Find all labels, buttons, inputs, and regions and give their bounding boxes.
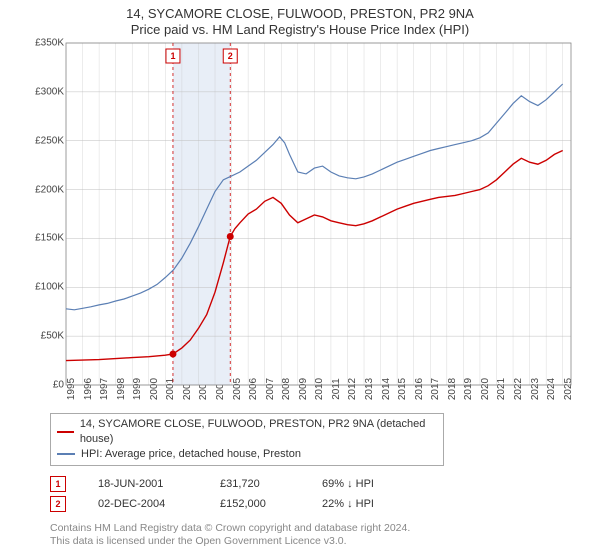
y-axis-label: £350K [35, 38, 64, 49]
y-axis-label: £100K [35, 282, 64, 293]
legend-swatch-hpi [57, 453, 75, 455]
y-axis-label: £0 [53, 380, 64, 391]
y-axis-label: £250K [35, 135, 64, 146]
sale-delta: 69% ↓ HPI [322, 478, 374, 490]
sale-delta: 22% ↓ HPI [322, 498, 374, 510]
legend-swatch-property [57, 431, 74, 433]
y-axis-label: £300K [35, 86, 64, 97]
attribution-line: This data is licensed under the Open Gov… [50, 535, 590, 549]
sale-row: 2 02-DEC-2004 £152,000 22% ↓ HPI [50, 494, 590, 514]
svg-text:1: 1 [170, 51, 175, 61]
sale-row: 1 18-JUN-2001 £31,720 69% ↓ HPI [50, 474, 590, 494]
y-axis-label: £150K [35, 233, 64, 244]
sale-price: £152,000 [220, 498, 290, 510]
sale-price: £31,720 [220, 478, 290, 490]
legend: 14, SYCAMORE CLOSE, FULWOOD, PRESTON, PR… [50, 413, 444, 466]
sale-date: 18-JUN-2001 [98, 478, 188, 490]
chart-titles: 14, SYCAMORE CLOSE, FULWOOD, PRESTON, PR… [10, 6, 590, 37]
legend-row: HPI: Average price, detached house, Pres… [57, 447, 437, 462]
attribution-line: Contains HM Land Registry data © Crown c… [50, 522, 590, 536]
sale-marker-2: 2 [50, 496, 66, 512]
title-subtitle: Price paid vs. HM Land Registry's House … [10, 22, 590, 37]
sale-date: 02-DEC-2004 [98, 498, 188, 510]
plot-region: 12 [66, 43, 571, 385]
sales-table: 1 18-JUN-2001 £31,720 69% ↓ HPI 2 02-DEC… [50, 474, 590, 514]
y-axis-label: £50K [41, 331, 64, 342]
chart-area: £0£50K£100K£150K£200K£250K£300K£350K 199… [16, 43, 571, 409]
y-axis-label: £200K [35, 184, 64, 195]
legend-label: HPI: Average price, detached house, Pres… [81, 447, 301, 462]
sale-marker-1: 1 [50, 476, 66, 492]
legend-label: 14, SYCAMORE CLOSE, FULWOOD, PRESTON, PR… [80, 417, 437, 447]
title-address: 14, SYCAMORE CLOSE, FULWOOD, PRESTON, PR… [10, 6, 590, 21]
attribution: Contains HM Land Registry data © Crown c… [50, 522, 590, 549]
line-chart-svg: 12 [66, 43, 571, 385]
legend-row: 14, SYCAMORE CLOSE, FULWOOD, PRESTON, PR… [57, 417, 437, 447]
svg-text:2: 2 [228, 51, 233, 61]
